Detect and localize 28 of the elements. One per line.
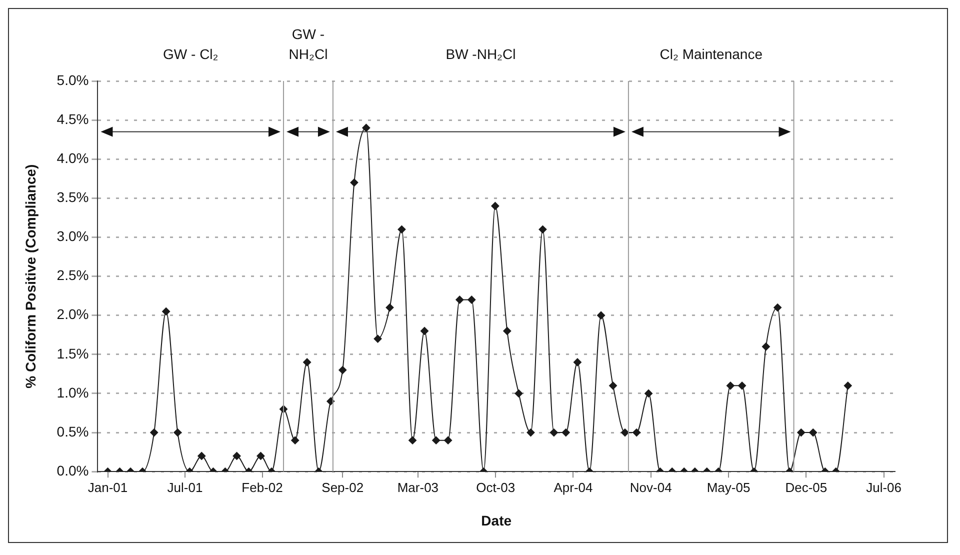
text: GW - Cl₂ [163,46,218,62]
y-tick-label: 5.0% [56,72,89,88]
y-axis-title: % Coliform Positive (Compliance) [22,164,38,388]
y-tick-label: 3.0% [56,228,89,244]
y-tick-label: 0.5% [56,423,89,440]
y-tick-label: 1.5% [56,345,89,362]
y-tick-label: 1.0% [56,384,89,400]
x-tick-label: Nov-04 [630,480,672,495]
y-tick-label: 0.0% [56,462,89,478]
y-tick-label: 4.5% [56,110,89,127]
x-tick-label: Sep-02 [322,480,364,495]
x-tick-label: May-05 [706,480,750,495]
x-tick-label: Jan-01 [88,480,128,495]
y-tick-label: 3.5% [56,189,89,206]
x-tick-label: Jul-01 [167,480,203,495]
y-tick-label: 2.0% [56,306,89,322]
x-tick-label: Apr-04 [554,480,593,495]
y-tick-label: 2.5% [56,267,89,284]
y-tick-label: 4.0% [56,150,89,166]
x-tick-label: Feb-02 [242,480,283,495]
x-tick-label: Jul-06 [866,480,902,495]
text: BW -NH₂Cl [446,46,516,62]
x-tick-label: Oct-03 [476,480,516,495]
x-tick-label: Mar-03 [397,480,439,495]
x-tick-label: Dec-05 [785,480,828,495]
text: GW - NH₂Cl [288,26,328,62]
text: Cl₂ Maintenance [660,46,763,62]
x-axis-title: Date [481,512,512,528]
